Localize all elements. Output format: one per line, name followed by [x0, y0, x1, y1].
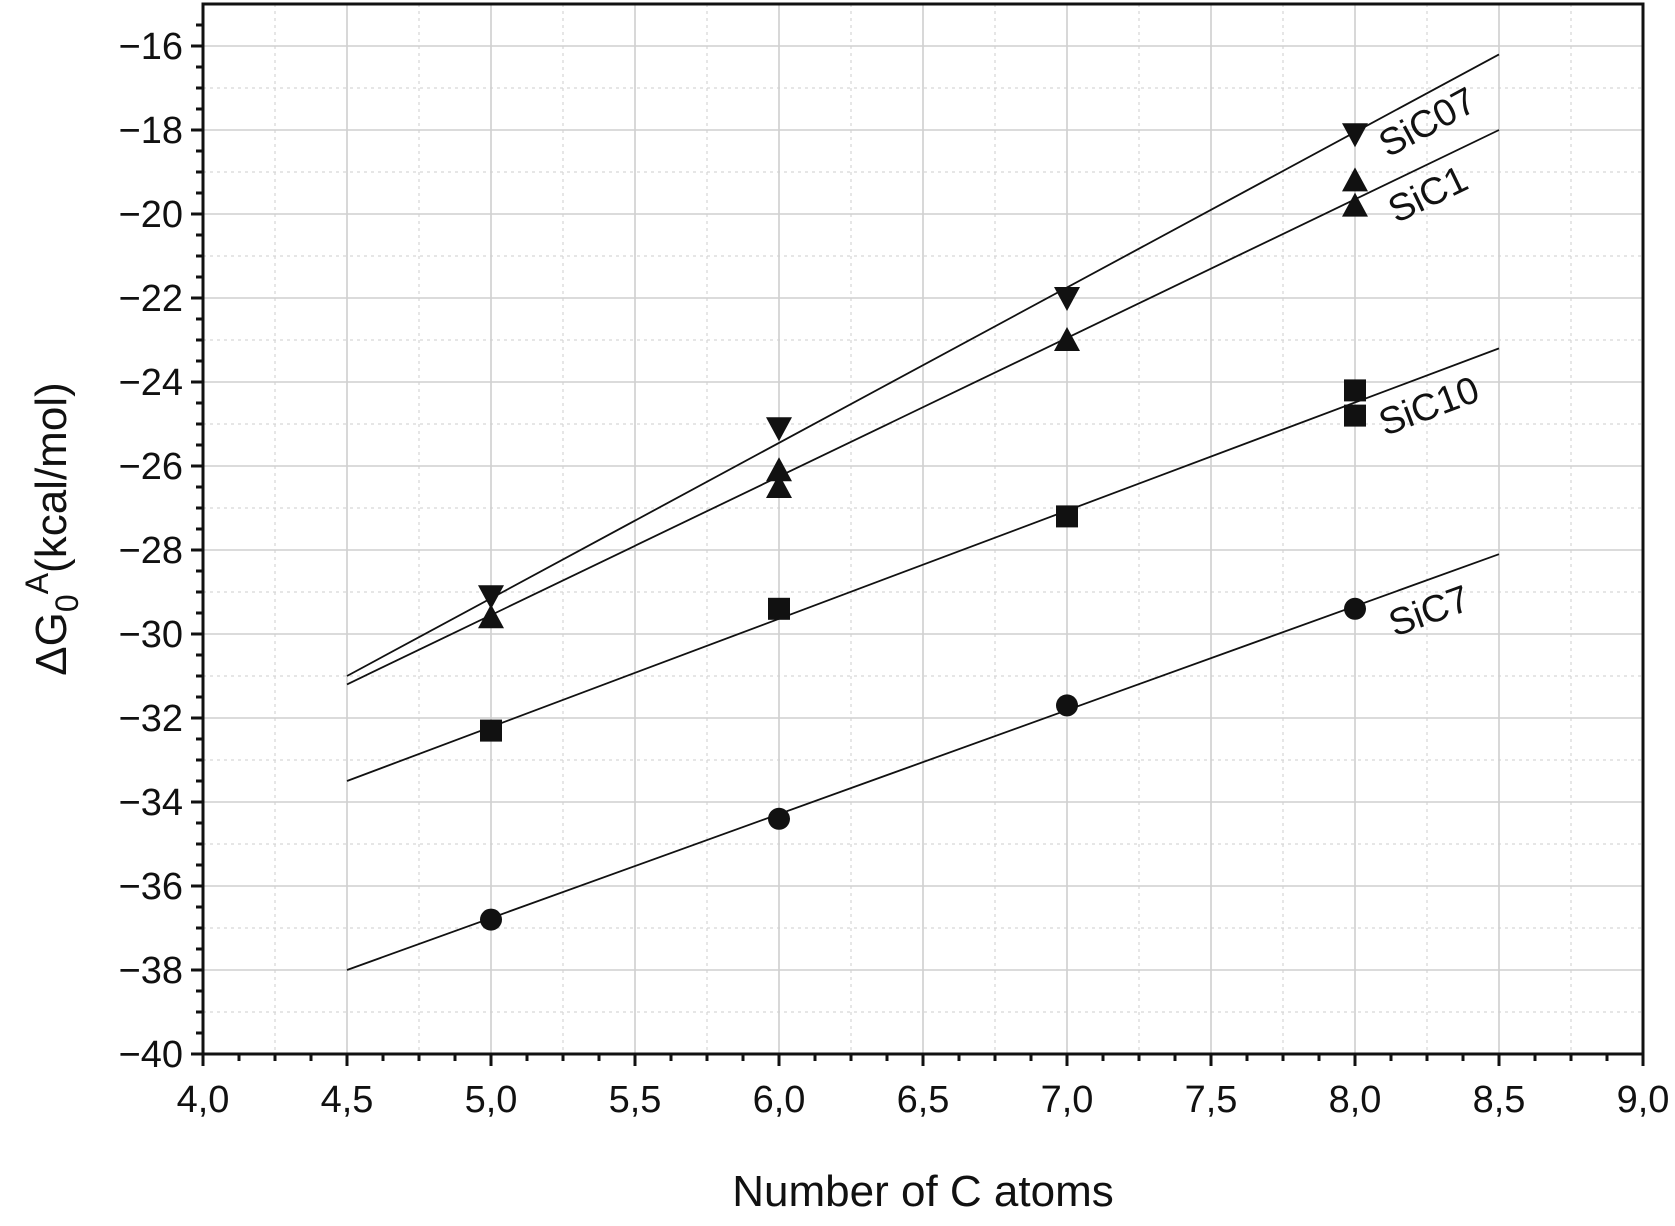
data-point-triangle-up	[478, 604, 504, 629]
y-tick-labels: −40 −38 −36 −34 −32 −30 −28 −26 −24 −22 −20 −18 −16	[119, 26, 183, 1076]
y-tick-label: −16	[119, 26, 183, 68]
x-tick-label: 8,5	[1473, 1079, 1526, 1121]
data-point-triangle-up	[1342, 167, 1368, 192]
data-point-triangle-up	[1342, 192, 1368, 217]
x-tick-label: 9,0	[1617, 1079, 1670, 1121]
series-label-sic1: SiC1	[1382, 158, 1474, 232]
data-point-triangle-up	[766, 457, 792, 482]
series-label-sic7: SiC7	[1383, 578, 1475, 645]
y-tick-label: −34	[119, 782, 183, 824]
data-point-triangle-down	[1054, 287, 1080, 311]
y-tick-label: −28	[119, 530, 183, 572]
x-axis-title: Number of C atoms	[732, 1167, 1113, 1216]
y-axis-title-superscript: A	[19, 572, 55, 594]
data-point-triangle-down	[478, 585, 504, 610]
y-tick-label: −22	[119, 278, 183, 320]
y-tick-label: −40	[119, 1034, 183, 1076]
x-tick-label: 7,5	[1185, 1079, 1238, 1121]
y-axis-title-prefix: ΔG	[27, 612, 76, 676]
data-point-square	[1056, 505, 1078, 528]
fit-line-sic1	[346, 129, 1500, 686]
data-point-circle	[1056, 694, 1078, 717]
grid	[202, 3, 1644, 1055]
data-point-circle	[480, 908, 502, 931]
y-tick-label: −30	[119, 614, 183, 656]
data-point-square	[1344, 379, 1366, 402]
x-tick-label: 4,5	[321, 1079, 374, 1121]
x-tick-label: 8,0	[1329, 1079, 1382, 1121]
data-markers	[478, 123, 1368, 931]
data-point-square	[480, 719, 502, 742]
data-point-triangle-up	[1054, 327, 1080, 351]
x-tick-label: 4,0	[177, 1079, 230, 1121]
data-point-square	[1344, 404, 1366, 427]
fit-line-sic07	[346, 53, 1500, 677]
series-label-sic10: SiC10	[1373, 369, 1485, 445]
data-point-square	[768, 597, 790, 620]
data-point-triangle-down	[1342, 123, 1368, 148]
y-tick-label: −38	[119, 950, 183, 992]
y-axis-title-subscript: 0	[49, 594, 85, 612]
y-axis-title: ΔG0A(kcal/mol)	[19, 382, 85, 675]
x-tick-label: 6,0	[753, 1079, 806, 1121]
y-tick-label: −26	[119, 446, 183, 488]
data-point-triangle-down	[766, 417, 792, 442]
y-tick-label: −20	[119, 194, 183, 236]
fit-lines	[346, 53, 1500, 971]
x-tick-labels: 4,0 4,5 5,0 5,5 6,0 6,5 7,0 7,5 8,0 8,5 9,0	[177, 1079, 1670, 1121]
x-tick-label: 7,0	[1041, 1079, 1094, 1121]
x-tick-label: 6,5	[897, 1079, 950, 1121]
fit-line-sic7	[346, 553, 1500, 971]
y-tick-label: −24	[119, 362, 183, 404]
plot-frame	[201, 2, 1645, 1056]
x-tick-label: 5,5	[609, 1079, 662, 1121]
data-point-circle	[768, 807, 790, 830]
y-tick-label: −36	[119, 866, 183, 908]
data-point-triangle-up	[766, 474, 792, 498]
data-point-circle	[1344, 597, 1366, 620]
fit-line-sic10	[346, 347, 1500, 782]
y-axis-title-suffix: (kcal/mol)	[27, 382, 76, 573]
y-tick-label: −32	[119, 698, 183, 740]
y-tick-label: −18	[119, 110, 183, 152]
x-tick-label: 5,0	[465, 1079, 518, 1121]
